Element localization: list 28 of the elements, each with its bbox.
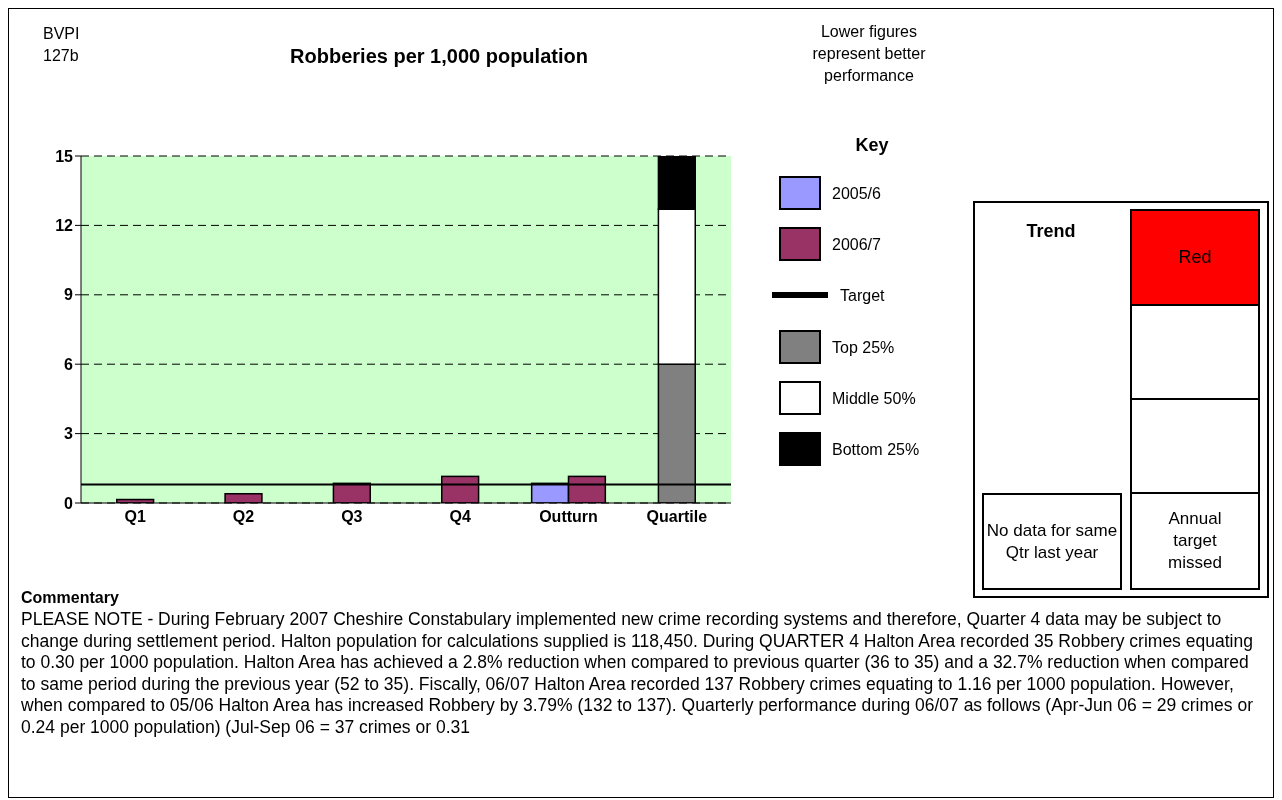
y-tick-label: 9 — [64, 286, 74, 304]
x-tick-label: Q3 — [341, 508, 363, 526]
legend-label: Top 25% — [832, 338, 895, 356]
legend-label: Target — [840, 286, 886, 304]
legend-label: 2005/6 — [832, 184, 882, 202]
x-tick-label: Outturn — [539, 508, 598, 526]
text: Red — [1130, 209, 1260, 306]
legend-title: Key — [855, 135, 889, 155]
text: Annual target missed — [1130, 492, 1260, 590]
text: Lower figures represent better performance — [811, 22, 927, 86]
y-tick-label: 3 — [64, 425, 74, 443]
legend-label: Bottom 25% — [832, 440, 920, 458]
legend-label: 2006/7 — [832, 235, 882, 253]
x-tick-label: Q1 — [124, 508, 146, 526]
text: Commentary — [21, 589, 119, 607]
y-tick-label: 15 — [55, 147, 74, 165]
x-tick-label: Quartile — [646, 508, 708, 526]
text: BVPI 127b — [43, 24, 81, 66]
legend-label: Middle 50% — [832, 389, 916, 407]
x-tick-label: Q4 — [449, 508, 471, 526]
x-tick-label: Q2 — [232, 508, 255, 526]
chart-title: Robberies per 1,000 population — [289, 45, 589, 68]
y-tick-label: 6 — [64, 355, 74, 373]
text: PLEASE NOTE - During February 2007 Cheshire Constabulary implemented new crime recording systems and therefore, Quarter 4 data may be subject to change during settlement period. Halton population for calculations supplied is 118,450. During QUARTER 4 Halton Area recorded 35 Robbery crimes equating to 0.30 per 1000 population. Halton Area has achieved a 2.8% reduction when compared to previous quarter (36 to 35) and a 32.7% reduction when compared to same period during the previous year (52 to 35). Fiscally, 06/07 Halton Area recorded 137 Robbery crimes equating to 1.16 per 1000 population. However, when compared to 05/06 Halton Area has increased Robbery by 3.79% (132 to 137). Quarterly performance during 06/07 as follows (Apr-Jun 06 = 29 crimes or 0.24 per 1000 population) (Jul-Sep 06 = 37 crimes or 0.31 — [21, 609, 1254, 738]
text: Trend — [1025, 221, 1077, 242]
y-tick-label: 12 — [55, 217, 74, 235]
y-tick-label: 0 — [64, 494, 74, 512]
text: No data for same Qtr last year — [982, 493, 1122, 590]
